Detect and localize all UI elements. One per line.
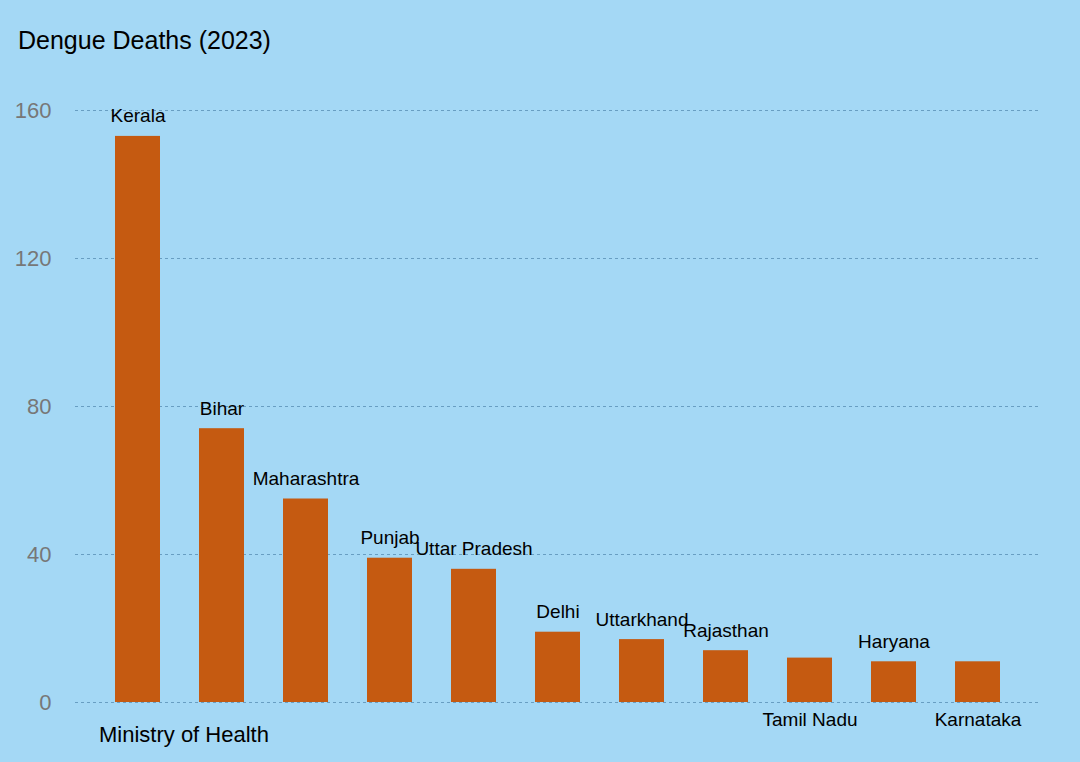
html-text:Dengue Deaths (2023): Dengue Deaths (2023) [18,26,271,54]
svg-text:Uttar Pradesh: Uttar Pradesh [415,538,532,559]
svg-text:Rajasthan: Rajasthan [683,620,769,641]
svg-text:160: 160 [15,98,52,123]
svg-text:Uttarkhand: Uttarkhand [596,609,689,630]
svg-text:120: 120 [15,246,52,271]
svg-text:40: 40 [27,542,51,567]
svg-text:Bihar: Bihar [200,398,245,419]
svg-text:Delhi: Delhi [536,601,579,622]
svg-text:Karnataka: Karnataka [935,709,1022,730]
svg-text:Kerala: Kerala [111,105,166,126]
svg-text:Haryana: Haryana [858,631,930,652]
html-text:Ministry of Health: Ministry of Health [99,722,269,747]
svg-text:Maharashtra: Maharashtra [253,468,360,489]
svg-text:Tamil Nadu: Tamil Nadu [762,709,857,730]
svg-text:Punjab: Punjab [360,527,419,548]
svg-text:0: 0 [39,690,51,715]
svg-text:80: 80 [27,394,51,419]
